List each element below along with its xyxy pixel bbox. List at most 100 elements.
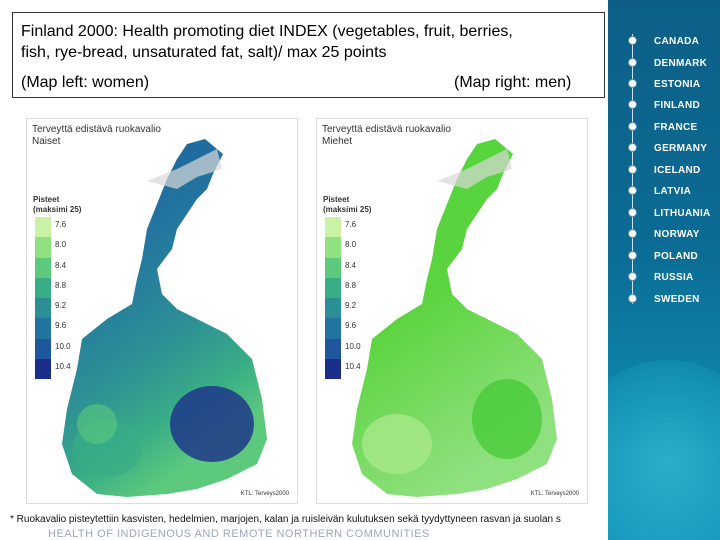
country-nav: CANADA DENMARK ESTONIA FINLAND FRANCE GE…: [608, 0, 720, 540]
nav-dot-icon: [628, 294, 637, 303]
footnote: * Ruokavalio pisteytettiin kasvisten, he…: [10, 514, 561, 525]
nav-item-france[interactable]: FRANCE: [654, 122, 698, 133]
footer-strip: HEALTH OF INDIGENOUS AND REMOTE NORTHERN…: [48, 528, 430, 540]
legend-label: 9.2: [55, 301, 67, 311]
legend-label: 9.6: [55, 321, 67, 331]
map-title-line-2: Naiset: [32, 136, 61, 147]
legend-swatch: [325, 257, 341, 278]
legend-swatch: [35, 257, 51, 278]
legend-row: 8.8: [325, 277, 385, 299]
legend-row: 10.4: [35, 359, 95, 380]
map-title-line-1: Terveyttä edistävä ruokavalio: [322, 124, 451, 135]
nav-dot-icon: [628, 165, 637, 174]
map-credit-men: KTL: Terveys2000: [530, 491, 579, 497]
title-line-1: Finland 2000: Health promoting diet INDE…: [21, 23, 513, 40]
legend-label: 8.8: [55, 280, 67, 290]
nav-item-canada[interactable]: CANADA: [654, 36, 700, 47]
legend-row: 7.6: [35, 217, 95, 238]
legend-label: 8.0: [55, 240, 67, 250]
legend-row: 10.0: [325, 338, 385, 360]
nav-item-iceland[interactable]: ICELAND: [654, 165, 701, 176]
legend-label: 9.6: [345, 321, 357, 331]
map-title-men: Terveyttä edistävä ruokavalio Miehet: [322, 124, 451, 148]
legend-swatch: [35, 359, 51, 380]
map-title-line-1: Terveyttä edistävä ruokavalio: [32, 124, 161, 135]
legend-swatch: [325, 217, 341, 238]
legend-title-line-2: (maksimi 25): [33, 205, 82, 214]
nav-dot-icon: [628, 122, 637, 131]
map-title-women: Terveyttä edistävä ruokavalio Naiset: [32, 124, 161, 148]
map-title-line-2: Miehet: [322, 136, 353, 147]
legend-title-women: Pisteet (maksimi 25): [33, 195, 81, 215]
legend-swatch: [35, 277, 51, 299]
legend-men: 7.6 8.0 8.4 8.8 9.2 9.6 10.0 10.4: [325, 217, 385, 380]
nav-item-lithuania[interactable]: LITHUANIA: [654, 208, 711, 219]
legend-row: 8.4: [35, 257, 95, 278]
legend-row: 10.0: [35, 338, 95, 360]
nav-dot-icon: [628, 208, 637, 217]
legend-row: 8.0: [325, 237, 385, 258]
legend-label: 8.4: [55, 260, 67, 270]
nav-item-norway[interactable]: NORWAY: [654, 229, 700, 240]
legend-row: 10.4: [325, 359, 385, 380]
legend-label: 10.0: [55, 341, 71, 351]
nav-item-poland[interactable]: POLAND: [654, 251, 699, 262]
legend-label: 8.8: [345, 280, 357, 290]
nav-item-finland[interactable]: FINLAND: [654, 100, 700, 111]
legend-label: 10.4: [345, 362, 361, 372]
legend-row: 9.6: [325, 318, 385, 339]
legend-title-line-1: Pisteet: [323, 195, 350, 204]
map-women: Terveyttä edistävä ruokavalio Naiset Pis…: [26, 118, 298, 504]
legend-swatch: [35, 298, 51, 319]
finland-map-women: [62, 139, 267, 497]
legend-row: 9.2: [325, 298, 385, 319]
map-men: Terveyttä edistävä ruokavalio Miehet Pis…: [316, 118, 588, 504]
nav-item-sweden[interactable]: SWEDEN: [654, 294, 700, 305]
globe-icon: [608, 360, 720, 540]
nav-item-denmark[interactable]: DENMARK: [654, 58, 708, 69]
legend-label: 7.6: [55, 220, 67, 229]
legend-row: 9.6: [35, 318, 95, 339]
nav-item-russia[interactable]: RUSSIA: [654, 272, 694, 283]
legend-row: 8.0: [35, 237, 95, 258]
legend-label: 10.0: [345, 341, 361, 351]
legend-label: 10.4: [55, 362, 71, 372]
nav-item-germany[interactable]: GERMANY: [654, 143, 708, 154]
legend-row: 9.2: [35, 298, 95, 319]
legend-title-line-1: Pisteet: [33, 195, 60, 204]
legend-swatch: [325, 338, 341, 360]
legend-label: 7.6: [345, 220, 357, 229]
nav-item-latvia[interactable]: LATVIA: [654, 186, 692, 197]
finland-map-men: [352, 139, 557, 497]
legend-label: 8.4: [345, 260, 357, 270]
nav-dot-icon: [628, 272, 637, 281]
legend-title-men: Pisteet (maksimi 25): [323, 195, 371, 215]
caption-left: (Map left: women): [21, 74, 150, 91]
legend-row: 8.8: [35, 277, 95, 299]
legend-women: 7.6 8.0 8.4 8.8 9.2 9.6 10.0 10.4: [35, 217, 95, 380]
legend-row: 7.6: [325, 217, 385, 238]
legend-label: 9.2: [345, 301, 357, 311]
legend-swatch: [35, 318, 51, 339]
legend-swatch: [325, 359, 341, 380]
legend-swatch: [325, 237, 341, 258]
nav-dot-icon: [628, 251, 637, 260]
nav-dot-icon: [628, 143, 637, 152]
legend-swatch: [35, 338, 51, 360]
nav-dot-icon: [628, 36, 637, 45]
legend-swatch: [325, 277, 341, 299]
map-credit-women: KTL: Terveys2000: [240, 491, 289, 497]
legend-row: 8.4: [325, 257, 385, 278]
title-box: Finland 2000: Health promoting diet INDE…: [12, 12, 605, 98]
nav-dot-icon: [628, 229, 637, 238]
title-line-2: fish, rye-bread, unsaturated fat, salt)/…: [21, 44, 387, 61]
legend-title-line-2: (maksimi 25): [323, 205, 372, 214]
nav-item-estonia[interactable]: ESTONIA: [654, 79, 701, 90]
legend-swatch: [325, 318, 341, 339]
legend-label: 8.0: [345, 240, 357, 250]
nav-dot-icon: [628, 58, 637, 67]
nav-dot-icon: [628, 186, 637, 195]
legend-swatch: [35, 217, 51, 238]
nav-dot-icon: [628, 79, 637, 88]
nav-dot-icon: [628, 100, 637, 109]
